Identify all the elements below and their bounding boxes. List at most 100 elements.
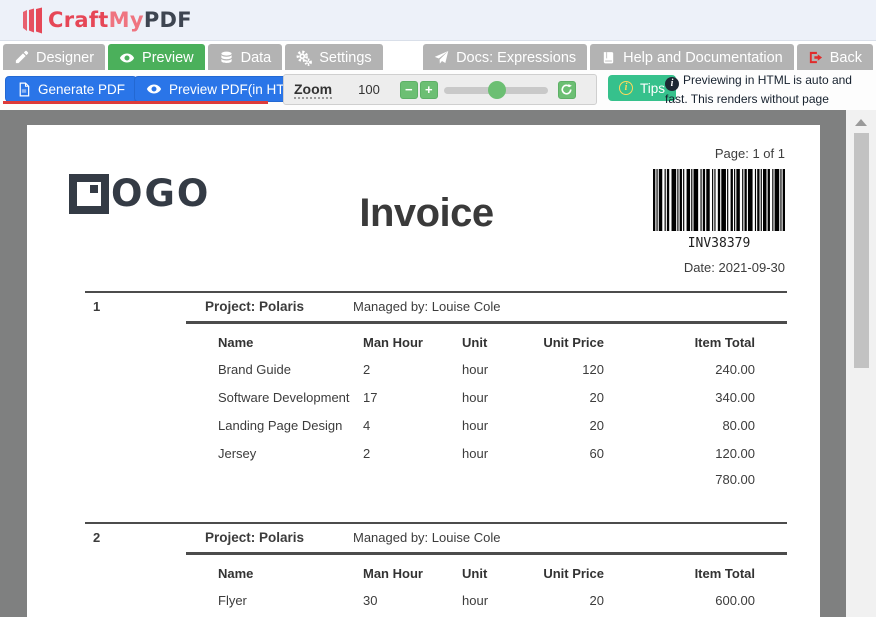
cell-name: Brand Guide	[218, 362, 291, 377]
zoom-label: Zoom	[294, 80, 333, 99]
cell-item-total: 80.00	[722, 418, 755, 433]
zoom-reset-button[interactable]	[557, 80, 576, 99]
barcode-icon	[653, 169, 785, 231]
section-divider	[85, 522, 787, 524]
pdf-file-icon	[19, 82, 30, 96]
preview-toolbar: Generate PDF Preview PDF(in HTML) Zoom 1…	[0, 70, 876, 123]
section-managed-by: Managed by: Louise Cole	[353, 299, 501, 314]
barcode-block: INV38379	[653, 169, 785, 251]
tab-designer[interactable]: Designer	[3, 44, 106, 71]
tab-label: Settings	[319, 49, 372, 66]
cell-item-total: 600.00	[715, 593, 755, 608]
gears-icon	[296, 50, 313, 66]
app-header: CraftMyPDF	[0, 0, 876, 41]
invoice-title: Invoice	[359, 191, 494, 235]
table-row: Landing Page Design 4 hour 20 80.00	[186, 412, 787, 440]
cell-man-hour: 2	[363, 362, 371, 377]
tab-bar: Designer Preview Data Settings Docs: Exp…	[0, 44, 876, 71]
col-header: Unit Price	[543, 566, 604, 581]
cell-unit: hour	[462, 418, 489, 433]
section-project: Project: Polaris	[205, 530, 305, 545]
brand-name: CraftMyPDF	[48, 8, 192, 32]
tab-settings[interactable]: Settings	[285, 44, 383, 71]
info-circle-icon: i	[619, 81, 633, 95]
generate-pdf-annotation-underline	[3, 101, 131, 104]
section-divider	[85, 291, 787, 293]
generate-pdf-button[interactable]: Generate PDF	[5, 76, 138, 102]
tab-bar-spacer	[386, 44, 420, 71]
scrollbar-up-arrow-icon[interactable]	[855, 119, 867, 126]
cell-name: Flyer	[218, 593, 247, 608]
invoice-date: Date: 2021-09-30	[683, 260, 785, 275]
cell-unit-price: 120	[582, 362, 604, 377]
section-project: Project: Polaris	[205, 299, 305, 314]
zoom-in-button[interactable]: +	[419, 80, 438, 99]
invoice-section: 2 Project: Polaris Managed by: Louise Co…	[68, 522, 787, 615]
book-icon	[603, 52, 614, 64]
scrollbar[interactable]	[846, 110, 876, 617]
col-header: Unit	[462, 566, 488, 581]
tips-button[interactable]: i Tips	[608, 75, 677, 101]
paper-plane-icon	[434, 50, 449, 64]
eye-icon	[146, 84, 162, 94]
section-managed-by: Managed by: Louise Cole	[353, 530, 501, 545]
subtotal-row: 780.00	[186, 468, 787, 494]
zoom-panel: Zoom 100 − +	[283, 74, 597, 105]
cell-unit-price: 20	[589, 593, 604, 608]
cell-man-hour: 2	[363, 446, 371, 461]
brand-mark-icon	[23, 7, 42, 33]
tab-label: Data	[240, 49, 272, 66]
zoom-value: 100	[358, 82, 380, 97]
cell-unit: hour	[462, 390, 489, 405]
refresh-icon	[561, 83, 573, 95]
cell-unit: hour	[462, 593, 489, 608]
logo-square-icon	[69, 174, 109, 214]
tab-back[interactable]: Back	[796, 44, 873, 71]
col-header: Item Total	[694, 335, 755, 350]
cell-man-hour: 4	[363, 418, 371, 433]
col-header: Man Hour	[363, 335, 423, 350]
section-meta-row: 2 Project: Polaris Managed by: Louise Co…	[68, 524, 785, 552]
col-header: Man Hour	[363, 566, 423, 581]
cell-item-total: 340.00	[715, 390, 755, 405]
eye-icon	[119, 53, 135, 62]
tips-label: Tips	[640, 80, 666, 96]
line-items-table: Name Man Hour Unit Unit Price Item Total…	[186, 324, 787, 494]
section-meta-row: 1 Project: Polaris Managed by: Louise Co…	[68, 293, 785, 321]
cell-unit-price: 20	[589, 390, 604, 405]
zoom-slider-thumb[interactable]	[487, 80, 506, 99]
generate-pdf-label: Generate PDF	[38, 81, 126, 97]
table-header-row: Name Man Hour Unit Unit Price Item Total	[186, 324, 787, 356]
tab-preview[interactable]: Preview	[108, 44, 205, 71]
preview-pdf-annotation-underline	[126, 101, 268, 104]
cell-man-hour: 30	[363, 593, 378, 608]
table-row: Flyer 30 hour 20 600.00	[186, 587, 787, 615]
tab-label: Back	[829, 49, 862, 66]
pdf-preview-area: Page: 1 of 1 OGO Invoice	[0, 110, 846, 617]
cell-unit-price: 60	[589, 446, 604, 461]
zoom-out-button[interactable]: −	[399, 80, 418, 99]
table-divider	[186, 321, 787, 324]
zoom-slider[interactable]	[443, 80, 548, 99]
tab-docs-expressions[interactable]: Docs: Expressions	[423, 44, 588, 71]
col-header: Name	[218, 335, 254, 350]
barcode-value: INV38379	[687, 236, 751, 251]
cell-name: Landing Page Design	[218, 418, 343, 433]
cell-item-total: 120.00	[715, 446, 755, 461]
tab-label: Docs: Expressions	[456, 49, 577, 66]
table-row: Jersey 2 hour 60 120.00	[186, 440, 787, 468]
tab-label: Help and Documentation	[623, 49, 783, 66]
tab-label: Preview	[142, 49, 194, 66]
brand-logo[interactable]: CraftMyPDF	[22, 7, 192, 34]
tab-data[interactable]: Data	[207, 44, 283, 71]
cell-name: Software Development	[218, 390, 350, 405]
col-header: Name	[218, 566, 254, 581]
table-row: Brand Guide 2 hour 120 240.00	[186, 356, 787, 384]
scrollbar-thumb[interactable]	[854, 133, 869, 368]
cell-unit-price: 20	[589, 418, 604, 433]
col-header: Item Total	[694, 566, 755, 581]
tab-help-documentation[interactable]: Help and Documentation	[590, 44, 794, 71]
col-header: Unit Price	[543, 335, 604, 350]
section-index: 2	[93, 530, 101, 545]
